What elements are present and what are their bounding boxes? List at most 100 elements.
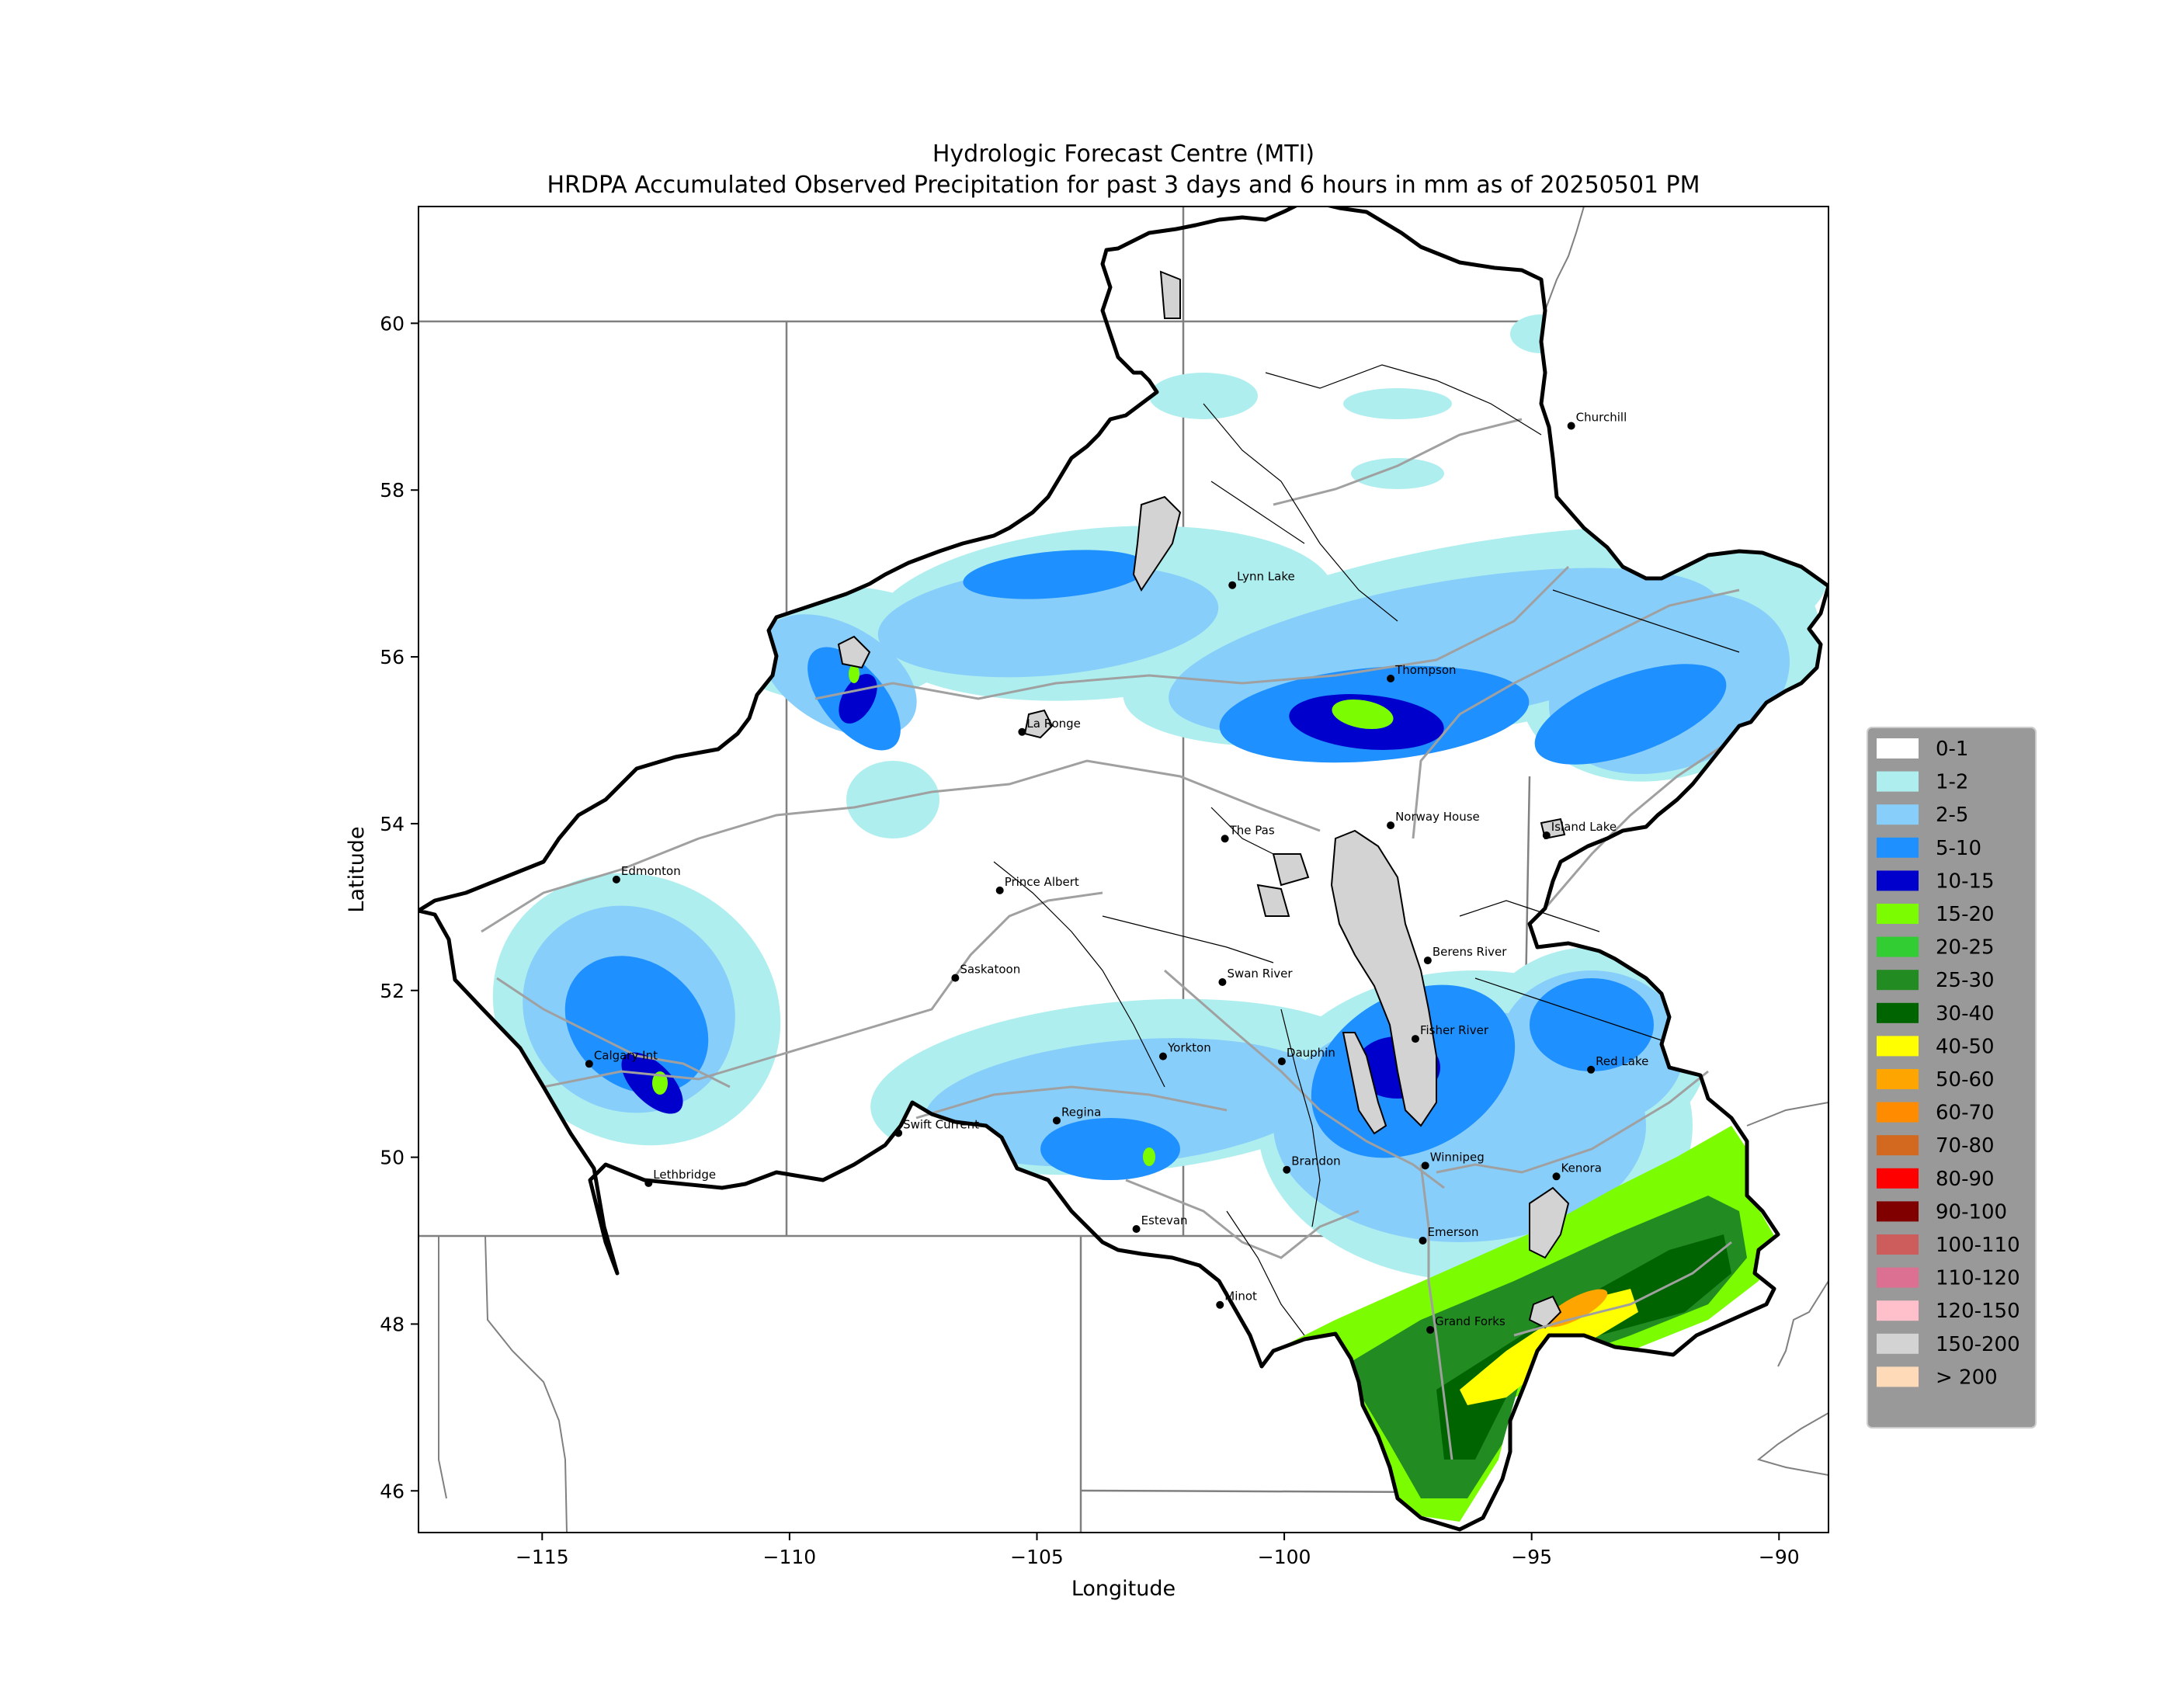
city-label: Calgary Int — [594, 1048, 658, 1062]
x-tick-label: −110 — [763, 1546, 817, 1568]
river-churchill — [814, 565, 1570, 700]
legend-label: 0-1 — [1936, 738, 1968, 761]
legend-label: 30-40 — [1936, 1002, 1995, 1026]
city-marker — [1421, 1161, 1429, 1170]
legend-swatch — [1877, 1135, 1919, 1156]
legend: 0-1 1-2 2-5 5-10 10-15 15-20 20-25 25-30 30-40 40… — [1867, 727, 2037, 1429]
city-label: Thompson — [1394, 663, 1456, 677]
lake-cluster-central — [1256, 884, 1290, 917]
legend-label: 10-15 — [1936, 870, 1995, 893]
city-label: Fisher River — [1420, 1023, 1489, 1037]
legend-label: 90-100 — [1936, 1200, 2007, 1224]
city-label: Winnipeg — [1430, 1150, 1485, 1164]
river-us-southeast — [1513, 1241, 1732, 1337]
lake-red — [1528, 1295, 1562, 1329]
precip-band-15-20 — [652, 665, 1394, 1166]
city-label: Grand Forks — [1435, 1314, 1505, 1328]
legend-swatch — [1877, 870, 1919, 891]
city-label: Lynn Lake — [1237, 570, 1295, 584]
city-label: La Ronge — [1026, 717, 1081, 731]
legend-swatch — [1877, 1168, 1919, 1189]
x-tick-label: −115 — [516, 1546, 569, 1568]
city-marker — [612, 875, 620, 884]
rivers — [481, 418, 1740, 1460]
city-label: Swan River — [1227, 967, 1293, 981]
y-tick-label: 50 — [380, 1147, 405, 1169]
city-marker — [1052, 1116, 1061, 1125]
legend-swatch — [1877, 1333, 1919, 1354]
legend-swatch — [1877, 1234, 1919, 1255]
city-marker — [1567, 422, 1575, 430]
city-marker — [1387, 675, 1395, 683]
city-marker — [1411, 1035, 1419, 1043]
city-marker — [1132, 1224, 1141, 1233]
river-hayes — [1544, 744, 1724, 909]
city-marker — [894, 1129, 903, 1137]
y-tick-label: 46 — [380, 1480, 405, 1502]
legend-label: > 200 — [1936, 1366, 1998, 1389]
legend-swatch — [1877, 1002, 1919, 1023]
legend-label: 5-10 — [1936, 837, 1981, 860]
river-assiniboine — [1164, 969, 1445, 1189]
city-marker — [644, 1179, 653, 1187]
legend-label: 120-150 — [1936, 1300, 2020, 1323]
city-marker — [1228, 581, 1237, 589]
city-label: Edmonton — [621, 864, 681, 878]
city-label: Dauphin — [1287, 1046, 1335, 1060]
legend-label: 20-25 — [1936, 936, 1995, 960]
lake-of-the-woods — [1529, 1186, 1570, 1259]
legend-swatch — [1877, 1366, 1919, 1387]
city-marker — [1018, 727, 1026, 736]
legend-swatch — [1877, 1102, 1919, 1123]
city-marker — [1158, 1052, 1167, 1061]
map-content: Churchill Lynn Lake Thompson La Ronge The Pa… — [418, 207, 1828, 1533]
legend-swatch — [1877, 1069, 1919, 1089]
legend-swatch — [1877, 738, 1919, 759]
city-marker — [1552, 1172, 1561, 1181]
legend-swatch — [1877, 1300, 1919, 1321]
city-label: Emerson — [1428, 1225, 1479, 1239]
city-label: Saskatoon — [960, 963, 1020, 977]
legend-label: 1-2 — [1936, 771, 1968, 794]
city-marker — [1218, 978, 1227, 987]
lake-athabasca — [837, 635, 871, 669]
legend-label: 15-20 — [1936, 903, 1995, 926]
city-label: Kenora — [1561, 1161, 1602, 1175]
city-marker — [1587, 1065, 1596, 1074]
river-south-saskatchewan — [543, 891, 1103, 1088]
chart-title-line2: HRDPA Accumulated Observed Precipitation… — [547, 172, 1700, 199]
legend-swatch — [1877, 936, 1919, 957]
river-winnipeg — [1436, 1070, 1709, 1174]
river-nelson — [1412, 588, 1740, 839]
city-label: Estevan — [1141, 1213, 1188, 1227]
y-axis-ticks: 46 48 50 52 54 56 58 60 — [380, 312, 418, 1502]
lake-winnipeg — [1330, 829, 1437, 1127]
legend-label: 110-120 — [1936, 1267, 2020, 1290]
city-marker — [995, 886, 1004, 894]
city-label: The Pas — [1229, 823, 1275, 837]
y-tick-label: 56 — [380, 646, 405, 668]
city-label: Norway House — [1395, 810, 1480, 824]
legend-swatch — [1877, 837, 1919, 858]
lake-cedar — [1272, 853, 1310, 887]
legend-swatch — [1877, 1267, 1919, 1288]
city-marker — [585, 1060, 593, 1068]
city-marker — [1426, 1325, 1435, 1334]
city-marker — [1542, 831, 1551, 839]
lake-wollaston — [1132, 495, 1182, 592]
y-tick-label: 54 — [380, 813, 405, 835]
city-markers: Churchill Lynn Lake Thompson La Ronge The Pa… — [585, 411, 1648, 1334]
city-label: Minot — [1224, 1290, 1257, 1304]
y-axis-label: Latitude — [345, 826, 369, 912]
city-label: Brandon — [1291, 1154, 1340, 1168]
city-label: Yorkton — [1167, 1041, 1211, 1055]
city-label: Red Lake — [1596, 1054, 1648, 1068]
legend-label: 150-200 — [1936, 1333, 2020, 1356]
river-north-saskatchewan — [481, 759, 1321, 933]
river-bow — [496, 977, 731, 1088]
city-marker — [1423, 956, 1432, 965]
city-label: Island Lake — [1551, 820, 1617, 834]
river-souris — [1125, 1179, 1360, 1259]
city-marker — [951, 974, 960, 982]
